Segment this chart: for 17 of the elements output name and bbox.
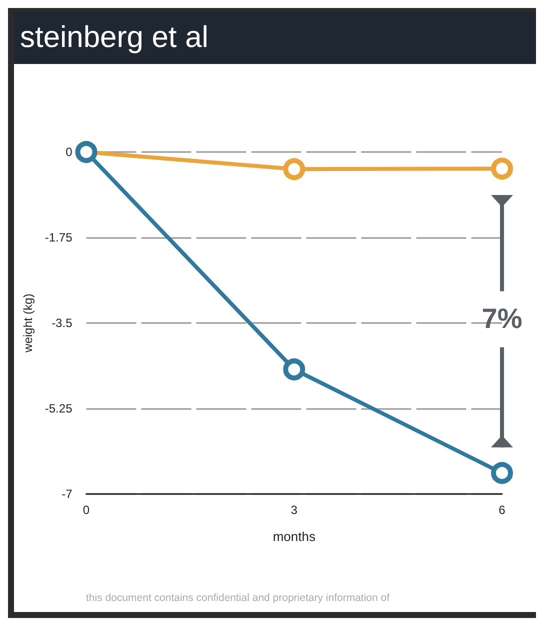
y-tick-label: -7: [62, 487, 73, 501]
point: [491, 158, 513, 180]
y-tick-label: -5.25: [44, 402, 73, 416]
y-tick-label: 0: [66, 145, 73, 159]
chart-title: steinberg et al: [14, 12, 536, 64]
y-tick-label: -1.75: [44, 230, 73, 244]
x-tick-label: 3: [290, 503, 298, 517]
y-axis-title: weight (kg): [21, 294, 35, 354]
y-tick-label: -3.5: [52, 316, 73, 330]
point: [283, 358, 306, 380]
point: [491, 462, 513, 484]
text: this document contains confidential and proprietary information of: [86, 592, 390, 604]
x-tick-label: 6: [498, 503, 506, 517]
annotation: 7%: [480, 302, 524, 335]
x-axis-title: months: [272, 529, 316, 544]
point: [283, 158, 306, 180]
x-tick-label: 0: [82, 503, 90, 517]
